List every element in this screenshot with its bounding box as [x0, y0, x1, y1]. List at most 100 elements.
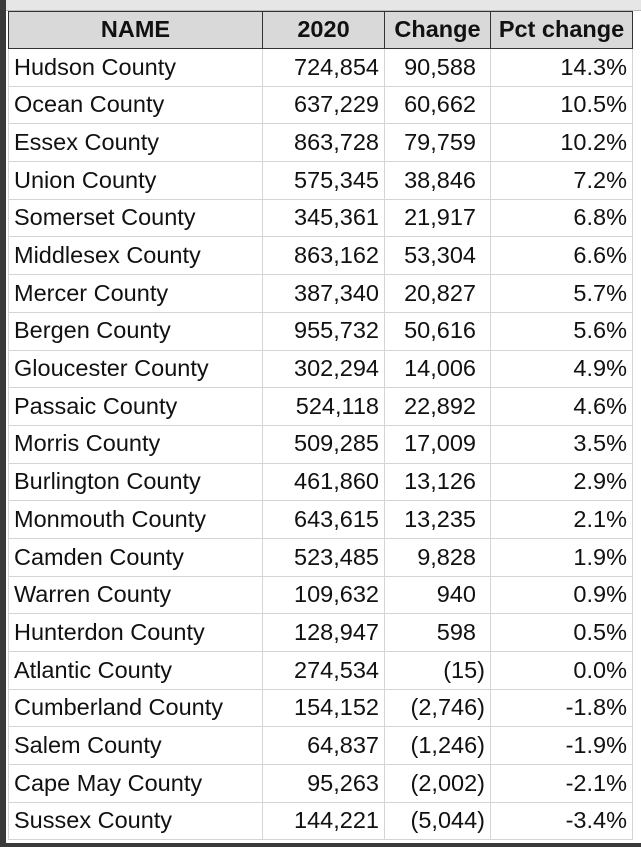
cell-change[interactable]: 14,006 [384, 349, 491, 389]
table-row: Ocean County 637,229 60,662 10.5% [8, 85, 633, 125]
cell-name[interactable]: Cape May County [8, 764, 263, 803]
cell-name[interactable]: Morris County [8, 424, 263, 464]
cell-change[interactable]: (1,246) [384, 726, 491, 766]
table-row: Somerset County 345,361 21,917 6.8% [8, 198, 633, 238]
cell-name[interactable]: Somerset County [8, 198, 263, 238]
cell-2020[interactable]: 461,860 [262, 462, 385, 502]
cell-change[interactable]: 13,235 [384, 500, 491, 539]
cell-2020[interactable]: 64,837 [262, 726, 385, 766]
cell-change[interactable]: 60,662 [384, 85, 491, 125]
cell-2020[interactable]: 154,152 [262, 688, 385, 728]
cell-name[interactable]: Union County [8, 161, 263, 200]
cell-2020[interactable]: 643,615 [262, 500, 385, 539]
cell-pct-change[interactable]: 0.0% [490, 651, 633, 690]
cell-name[interactable]: Passaic County [8, 387, 263, 426]
cell-pct-change[interactable]: 2.9% [490, 462, 633, 502]
cell-name[interactable]: Bergen County [8, 311, 263, 351]
cell-2020[interactable]: 345,361 [262, 198, 385, 238]
cell-2020[interactable]: 302,294 [262, 349, 385, 389]
cell-pct-change[interactable]: 0.9% [490, 575, 633, 615]
cell-change[interactable]: 22,892 [384, 387, 491, 426]
cell-2020[interactable]: 863,162 [262, 236, 385, 276]
cell-change[interactable]: (2,746) [384, 688, 491, 728]
cell-change[interactable]: (15) [384, 651, 491, 690]
cell-change[interactable]: 20,827 [384, 274, 491, 313]
cell-pct-change[interactable]: 6.8% [490, 198, 633, 238]
header-change[interactable]: Change [384, 11, 491, 49]
header-pct-change[interactable]: Pct change [490, 11, 633, 49]
cell-2020[interactable]: 109,632 [262, 575, 385, 615]
cell-pct-change[interactable]: 7.2% [490, 161, 633, 200]
cell-pct-change[interactable]: -3.4% [490, 801, 633, 841]
cell-change[interactable]: 38,846 [384, 161, 491, 200]
cell-pct-change[interactable]: -1.8% [490, 688, 633, 728]
table-row: Union County 575,345 38,846 7.2% [8, 161, 633, 200]
cell-2020[interactable]: 144,221 [262, 801, 385, 841]
cell-name[interactable]: Essex County [8, 123, 263, 163]
table-row: Morris County 509,285 17,009 3.5% [8, 424, 633, 464]
header-name[interactable]: NAME [8, 11, 263, 49]
cell-pct-change[interactable]: 2.1% [490, 500, 633, 539]
cell-pct-change[interactable]: 1.9% [490, 537, 633, 577]
cell-name[interactable]: Gloucester County [8, 349, 263, 389]
cell-2020[interactable]: 95,263 [262, 764, 385, 803]
spreadsheet: NAME 2020 Change Pct change Hudson Count… [6, 0, 641, 843]
cell-change[interactable]: 598 [384, 613, 491, 652]
table-row: Essex County 863,728 79,759 10.2% [8, 123, 633, 163]
table-row: Camden County 523,485 9,828 1.9% [8, 537, 633, 577]
cell-change[interactable]: 50,616 [384, 311, 491, 351]
table-row: Sussex County 144,221 (5,044) -3.4% [8, 801, 633, 841]
cell-pct-change[interactable]: 0.5% [490, 613, 633, 652]
cell-2020[interactable]: 863,728 [262, 123, 385, 163]
cell-pct-change[interactable]: 6.6% [490, 236, 633, 276]
cell-name[interactable]: Cumberland County [8, 688, 263, 728]
cell-name[interactable]: Hunterdon County [8, 613, 263, 652]
table-row: Monmouth County 643,615 13,235 2.1% [8, 500, 633, 539]
cell-pct-change[interactable]: 4.9% [490, 349, 633, 389]
cell-pct-change[interactable]: 4.6% [490, 387, 633, 426]
cell-2020[interactable]: 637,229 [262, 85, 385, 125]
cell-name[interactable]: Middlesex County [8, 236, 263, 276]
cell-name[interactable]: Ocean County [8, 85, 263, 125]
cell-change[interactable]: (5,044) [384, 801, 491, 841]
cell-pct-change[interactable]: -1.9% [490, 726, 633, 766]
cell-2020[interactable]: 523,485 [262, 537, 385, 577]
cell-name[interactable]: Sussex County [8, 801, 263, 841]
cell-change[interactable]: (2,002) [384, 764, 491, 803]
county-population-table: NAME 2020 Change Pct change Hudson Count… [8, 11, 633, 841]
cell-pct-change[interactable]: -2.1% [490, 764, 633, 803]
cell-2020[interactable]: 509,285 [262, 424, 385, 464]
cell-name[interactable]: Monmouth County [8, 500, 263, 539]
cell-change[interactable]: 940 [384, 575, 491, 615]
cell-2020[interactable]: 274,534 [262, 651, 385, 690]
cell-pct-change[interactable]: 3.5% [490, 424, 633, 464]
cell-change[interactable]: 13,126 [384, 462, 491, 502]
cell-pct-change[interactable]: 5.6% [490, 311, 633, 351]
cell-pct-change[interactable]: 5.7% [490, 274, 633, 313]
cell-change[interactable]: 90,588 [384, 48, 491, 87]
cell-pct-change[interactable]: 14.3% [490, 48, 633, 87]
table-row: Burlington County 461,860 13,126 2.9% [8, 462, 633, 502]
cell-change[interactable]: 53,304 [384, 236, 491, 276]
cell-name[interactable]: Warren County [8, 575, 263, 615]
cell-2020[interactable]: 575,345 [262, 161, 385, 200]
cell-name[interactable]: Atlantic County [8, 651, 263, 690]
table-row: Cumberland County 154,152 (2,746) -1.8% [8, 688, 633, 728]
cell-pct-change[interactable]: 10.5% [490, 85, 633, 125]
cell-name[interactable]: Mercer County [8, 274, 263, 313]
cell-name[interactable]: Salem County [8, 726, 263, 766]
cell-name[interactable]: Burlington County [8, 462, 263, 502]
cell-change[interactable]: 17,009 [384, 424, 491, 464]
cell-2020[interactable]: 128,947 [262, 613, 385, 652]
cell-2020[interactable]: 955,732 [262, 311, 385, 351]
cell-change[interactable]: 79,759 [384, 123, 491, 163]
cell-2020[interactable]: 524,118 [262, 387, 385, 426]
cell-2020[interactable]: 387,340 [262, 274, 385, 313]
cell-name[interactable]: Camden County [8, 537, 263, 577]
cell-change[interactable]: 9,828 [384, 537, 491, 577]
cell-pct-change[interactable]: 10.2% [490, 123, 633, 163]
header-2020[interactable]: 2020 [262, 11, 385, 49]
cell-2020[interactable]: 724,854 [262, 48, 385, 87]
cell-name[interactable]: Hudson County [8, 48, 263, 87]
cell-change[interactable]: 21,917 [384, 198, 491, 238]
